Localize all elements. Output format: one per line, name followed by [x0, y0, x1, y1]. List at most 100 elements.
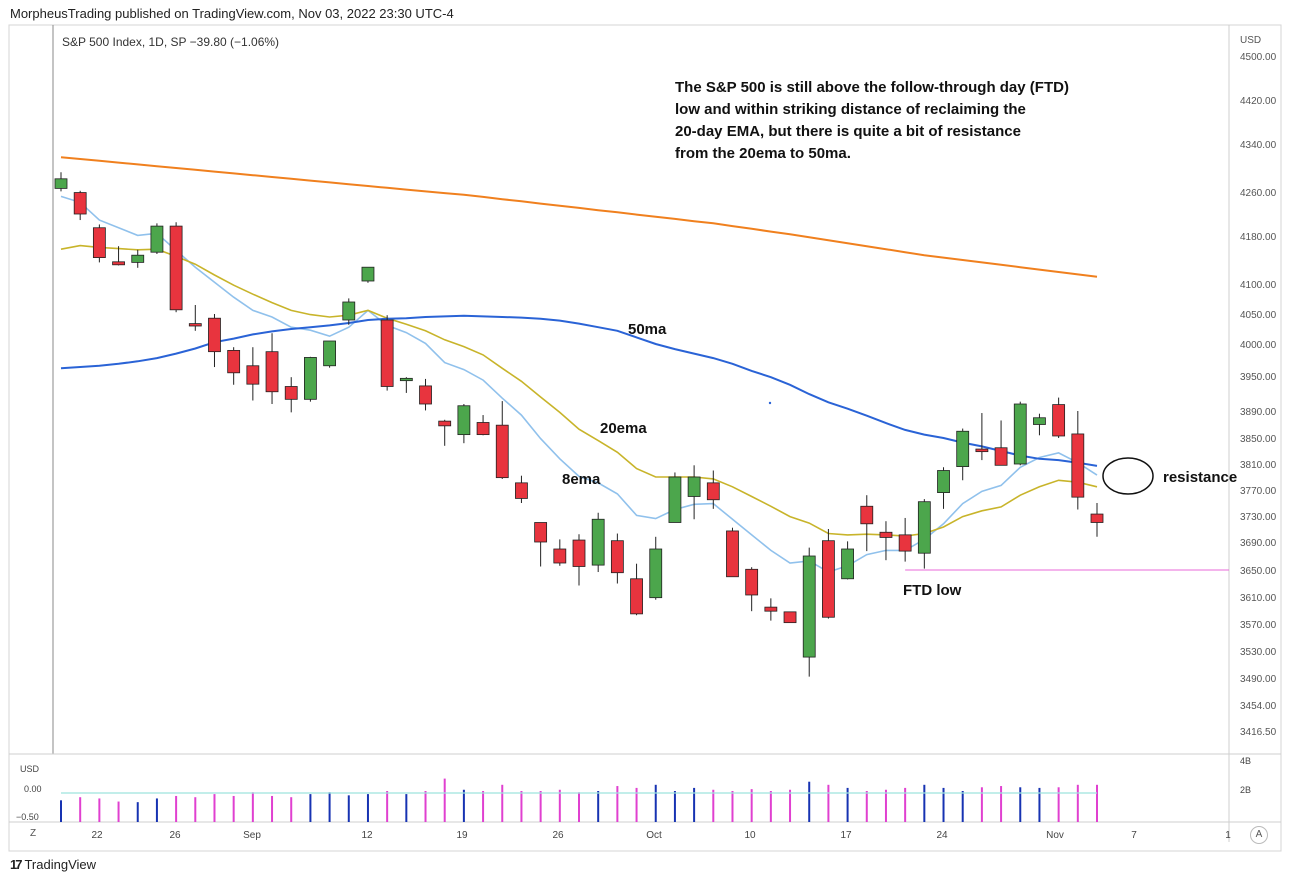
label-ftd-low: FTD low: [903, 582, 962, 599]
x-tick-label: Oct: [646, 830, 662, 841]
candle-6: [169, 222, 183, 313]
candle-45: [917, 499, 931, 569]
candle-42: [860, 495, 874, 552]
annotation-note-line: The S&P 500 is still above the follow-th…: [675, 79, 1069, 96]
candle-body: [764, 606, 778, 612]
candle-14: [323, 340, 336, 368]
chart-legend: S&P 500 Index, 1D, SP −39.80 (−1.06%): [62, 35, 279, 49]
price-tick-label: 4260.00: [1240, 188, 1277, 199]
price-tick-label: 3690.00: [1240, 538, 1277, 549]
candle-body: [917, 501, 931, 554]
candle-46: [937, 467, 950, 509]
candle-body: [706, 482, 720, 501]
candle-15: [342, 298, 356, 325]
annotation-note-line: from the 20ema to 50ma.: [675, 145, 851, 162]
candle-24: [515, 475, 528, 503]
candle-body: [361, 266, 375, 282]
price-tick-label: 3850.00: [1240, 434, 1277, 445]
price-tick-label: 3530.00: [1240, 647, 1277, 658]
candle-body: [1052, 404, 1066, 437]
candle-37: [764, 598, 778, 621]
candle-body: [572, 539, 586, 567]
candle-body: [956, 430, 970, 467]
candle-body: [131, 254, 145, 263]
x-tick-label: 10: [744, 830, 756, 841]
candle-body: [112, 261, 125, 266]
candle-body: [438, 420, 452, 427]
candle-17: [380, 315, 394, 391]
candle-body: [304, 357, 317, 400]
candle-1: [73, 190, 87, 221]
label-8ema: 8ema: [562, 471, 601, 488]
candle-5: [150, 223, 164, 254]
price-tick-label: 4340.00: [1240, 140, 1277, 151]
footer-logo[interactable]: 17 TradingView: [10, 857, 96, 872]
candle-body: [553, 548, 567, 564]
candle-body: [879, 531, 893, 538]
zoom-button[interactable]: Z: [29, 828, 37, 839]
candle-body: [284, 386, 298, 400]
candle-26: [553, 539, 567, 566]
candle-7: [188, 305, 202, 331]
candle-34: [706, 470, 720, 509]
chart-border: [8, 24, 1282, 852]
volume-axis-currency: USD: [20, 764, 40, 774]
line-8ema: [60, 195, 1098, 573]
candle-0: [54, 172, 68, 192]
candle-body: [860, 505, 874, 525]
candle-body: [323, 340, 336, 367]
candle-body: [265, 351, 279, 393]
volume-right-tick: 2B: [1240, 785, 1251, 795]
candle-body: [745, 568, 759, 596]
candle-body: [457, 405, 471, 436]
published-header: MorpheusTrading published on TradingView…: [10, 6, 454, 21]
price-tick-label: 4100.00: [1240, 280, 1277, 291]
price-tick-label: 3730.00: [1240, 512, 1277, 523]
candle-body: [54, 178, 68, 189]
auto-scale-button[interactable]: A: [1250, 826, 1268, 844]
candle-50: [1013, 401, 1027, 466]
candle-body: [1090, 513, 1104, 523]
x-tick-label: 24: [936, 830, 948, 841]
candle-52: [1052, 397, 1066, 438]
x-tick-label: 26: [169, 830, 181, 841]
candle-body: [73, 192, 87, 215]
volume-left-tick: −0.50: [16, 812, 39, 822]
candle-body: [1071, 433, 1085, 498]
candle-body: [841, 548, 854, 580]
candle-40: [822, 529, 835, 619]
x-tick-label: 26: [552, 830, 564, 841]
candle-body: [419, 385, 432, 405]
candle-12: [284, 377, 298, 413]
candle-31: [649, 536, 663, 600]
x-tick-label: 7: [1131, 830, 1137, 841]
price-tick-label: 4000.00: [1240, 340, 1277, 351]
candle-29: [610, 533, 624, 584]
candle-body: [534, 522, 548, 543]
price-axis-currency: USD: [1240, 35, 1261, 46]
candle-body: [994, 447, 1008, 466]
candle-body: [208, 317, 221, 353]
x-tick-label: 22: [91, 830, 103, 841]
x-tick-label: 19: [456, 830, 468, 841]
candle-21: [457, 404, 471, 444]
candle-10: [246, 347, 260, 401]
candle-4: [131, 249, 145, 268]
candle-43: [879, 521, 893, 561]
candle-body: [802, 555, 816, 658]
price-tick-label: 4420.00: [1240, 96, 1277, 107]
x-tick-label: 12: [361, 830, 373, 841]
x-tick-label: 17: [840, 830, 852, 841]
candle-28: [591, 512, 605, 573]
candle-body: [937, 470, 950, 494]
candle-body: [169, 225, 183, 311]
candle-11: [265, 333, 279, 404]
candle-body: [380, 319, 394, 387]
candle-38: [783, 611, 797, 624]
price-tick-label: 3810.00: [1240, 460, 1277, 471]
candle-44: [898, 517, 912, 562]
label-20ema: 20ema: [600, 420, 647, 437]
line-50ma: [60, 314, 1098, 467]
stray-dot: [768, 401, 772, 405]
